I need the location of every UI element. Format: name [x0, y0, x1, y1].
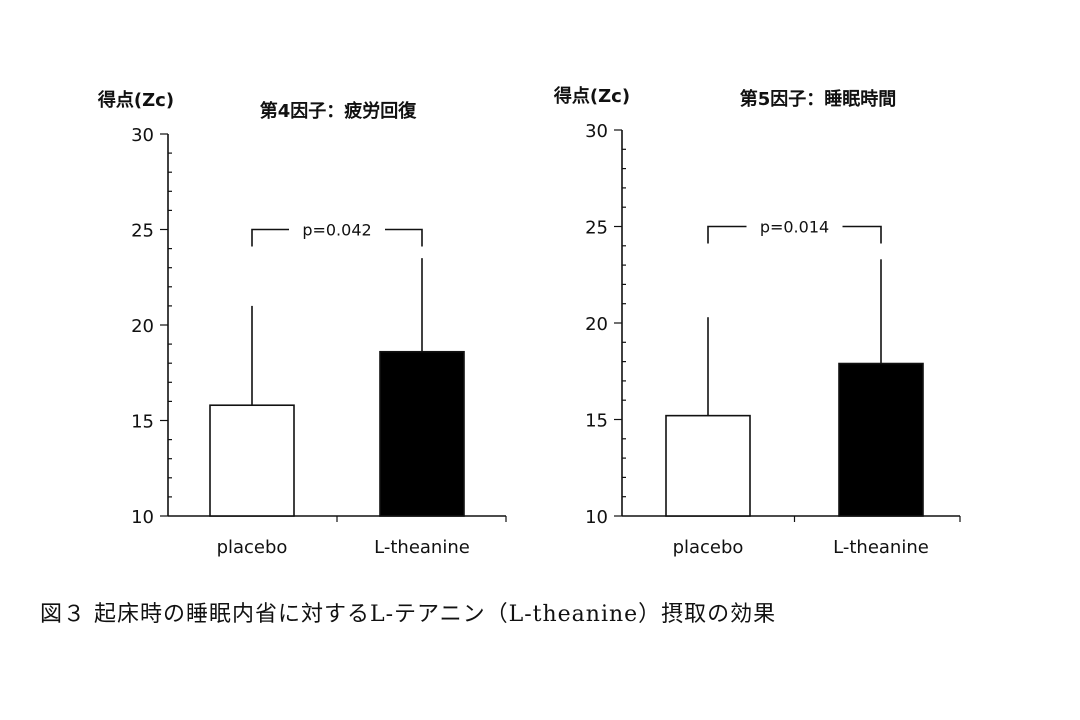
x-tick-label: L-theanine — [374, 537, 470, 558]
significance-label: p=0.014 — [760, 218, 829, 237]
bar-placebo — [209, 404, 295, 517]
figure-caption: 図３ 起床時の睡眠内省に対するL-テアニン（L-theanine）摂取の効果 — [40, 602, 777, 627]
y-tick-label: 20 — [585, 314, 608, 335]
y-tick-label: 15 — [131, 412, 154, 433]
bar-l-theanine — [838, 362, 924, 517]
chart-title: 第5因子：睡眠時間 — [740, 88, 897, 110]
y-axis-label: 得点(Zc) — [97, 89, 174, 111]
x-tick-label: placebo — [673, 537, 744, 558]
chart-panel-1: 得点(Zc) 第4因子：疲労回復 10 15 20 25 30 placebo L-theani… — [97, 89, 507, 558]
chart-panel-2: 得点(Zc) 第5因子：睡眠時間 10 15 20 25 30 placebo L-theani… — [553, 85, 961, 558]
y-tick-label: 10 — [585, 507, 608, 528]
y-tick-label: 10 — [131, 507, 154, 528]
x-tick-label: L-theanine — [833, 537, 929, 558]
significance-bracket-right — [385, 228, 423, 247]
y-tick-label: 30 — [131, 125, 154, 146]
significance-label: p=0.042 — [302, 221, 371, 240]
significance-bracket-right — [842, 225, 882, 244]
x-tick-label: placebo — [217, 537, 288, 558]
chart-title: 第4因子：疲労回復 — [260, 100, 418, 122]
bar-l-theanine — [379, 350, 465, 517]
y-tick-label: 25 — [131, 221, 154, 242]
significance-bracket-left — [707, 225, 747, 244]
y-tick-label: 20 — [131, 316, 154, 337]
y-tick-label: 15 — [585, 411, 608, 432]
significance-bracket-left — [251, 228, 289, 247]
y-axis-label: 得点(Zc) — [553, 85, 630, 107]
y-tick-label: 30 — [585, 121, 608, 142]
bar-placebo — [665, 414, 751, 517]
y-tick-label: 25 — [585, 218, 608, 239]
